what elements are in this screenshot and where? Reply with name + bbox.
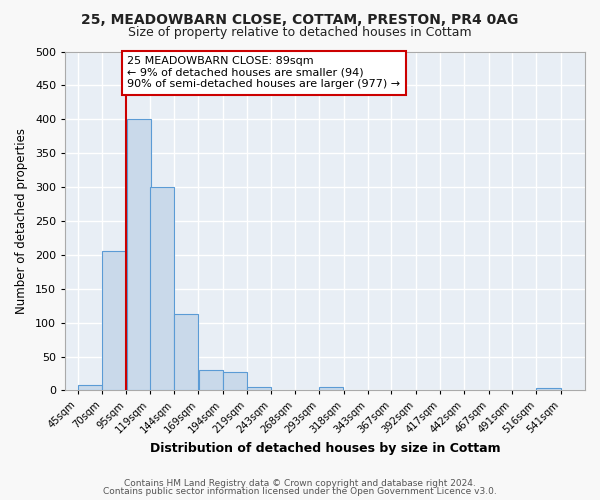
Text: Contains HM Land Registry data © Crown copyright and database right 2024.: Contains HM Land Registry data © Crown c…	[124, 478, 476, 488]
Bar	[174, 314, 199, 390]
Text: Size of property relative to detached houses in Cottam: Size of property relative to detached ho…	[128, 26, 472, 39]
Bar	[199, 370, 223, 390]
Bar	[536, 388, 560, 390]
Bar	[247, 387, 271, 390]
Text: Contains public sector information licensed under the Open Government Licence v3: Contains public sector information licen…	[103, 487, 497, 496]
Y-axis label: Number of detached properties: Number of detached properties	[15, 128, 28, 314]
Text: 25 MEADOWBARN CLOSE: 89sqm
← 9% of detached houses are smaller (94)
90% of semi-: 25 MEADOWBARN CLOSE: 89sqm ← 9% of detac…	[127, 56, 401, 90]
Bar	[78, 385, 102, 390]
Bar	[223, 372, 247, 390]
X-axis label: Distribution of detached houses by size in Cottam: Distribution of detached houses by size …	[150, 442, 500, 455]
Bar	[150, 187, 174, 390]
Text: 25, MEADOWBARN CLOSE, COTTAM, PRESTON, PR4 0AG: 25, MEADOWBARN CLOSE, COTTAM, PRESTON, P…	[82, 12, 518, 26]
Bar	[102, 252, 126, 390]
Bar	[127, 120, 151, 390]
Bar	[319, 387, 343, 390]
